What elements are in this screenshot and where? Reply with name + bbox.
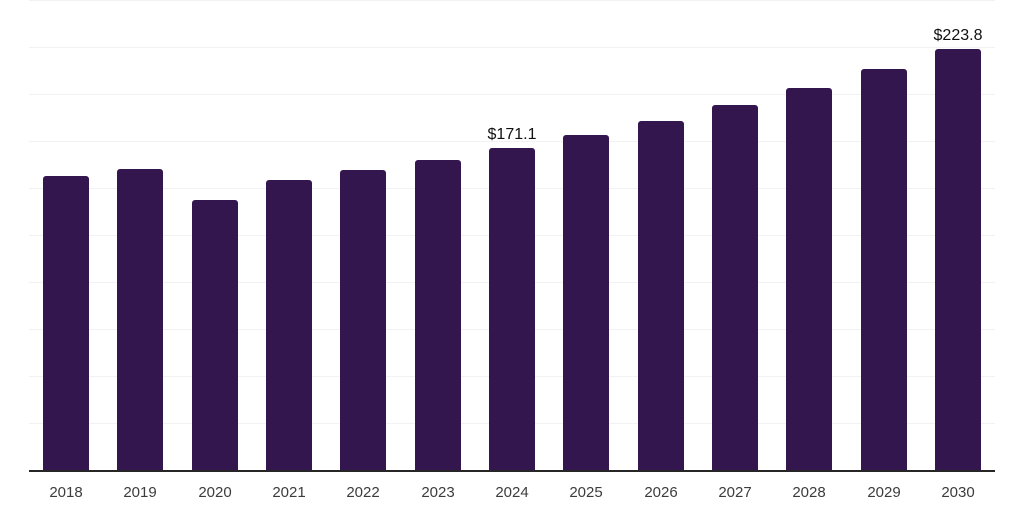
x-tick-2027: 2027: [718, 484, 752, 501]
gridline-y-175: [29, 141, 995, 142]
bar-2029: [861, 69, 907, 470]
bar-2024: [489, 148, 535, 470]
bar-2025: [563, 135, 609, 470]
bar-2026: [638, 121, 684, 470]
bar-2022: [340, 170, 386, 470]
bar-2023: [415, 160, 461, 470]
bar-2030: [935, 49, 981, 470]
x-tick-2026: 2026: [644, 484, 678, 501]
data-label-2030: $223.8: [933, 27, 983, 44]
x-tick-2025: 2025: [569, 484, 603, 501]
bar-2028: [786, 88, 832, 470]
gridline-y-225: [29, 47, 995, 48]
x-tick-2022: 2022: [346, 484, 380, 501]
x-tick-2024: 2024: [495, 484, 529, 501]
bar-2021: [266, 180, 312, 470]
x-tick-2021: 2021: [272, 484, 306, 501]
x-tick-2029: 2029: [867, 484, 901, 501]
x-tick-2020: 2020: [198, 484, 232, 501]
bar-2018: [43, 176, 89, 470]
gridline-y-200: [29, 94, 995, 95]
x-tick-2030: 2030: [941, 484, 975, 501]
x-axis-line: [29, 470, 995, 472]
gridline-y-250: [29, 0, 995, 1]
x-tick-2023: 2023: [421, 484, 455, 501]
x-tick-2028: 2028: [792, 484, 826, 501]
data-label-2024: $171.1: [487, 126, 537, 143]
bar-2020: [192, 200, 238, 470]
bar-2027: [712, 105, 758, 470]
x-tick-2018: 2018: [49, 484, 83, 501]
bar-2019: [117, 169, 163, 470]
x-tick-2019: 2019: [123, 484, 157, 501]
